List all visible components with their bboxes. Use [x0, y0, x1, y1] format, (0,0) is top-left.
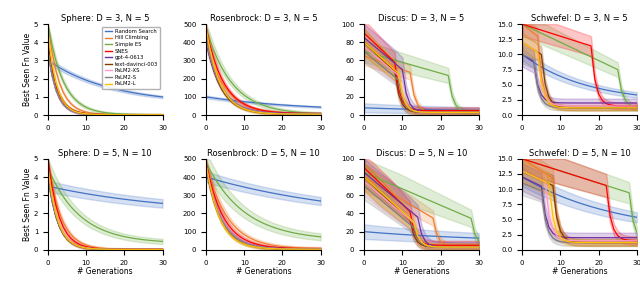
Title: Schwefel: D = 3, N = 5: Schwefel: D = 3, N = 5 [531, 14, 628, 23]
X-axis label: # Generations: # Generations [394, 267, 449, 276]
X-axis label: # Generations: # Generations [552, 267, 607, 276]
Title: Rosenbrock: D = 5, N = 10: Rosenbrock: D = 5, N = 10 [207, 149, 320, 158]
Legend: Random Search, Hill Climbing, Simple ES, SNES, gpt-4-0613, text-davinci-003, PaL: Random Search, Hill Climbing, Simple ES,… [102, 27, 160, 88]
Title: Sphere: D = 5, N = 10: Sphere: D = 5, N = 10 [58, 149, 152, 158]
Y-axis label: Best Seen Fn Value: Best Seen Fn Value [24, 168, 33, 241]
X-axis label: # Generations: # Generations [77, 267, 133, 276]
Title: Sphere: D = 3, N = 5: Sphere: D = 3, N = 5 [61, 14, 150, 23]
Title: Discus: D = 3, N = 5: Discus: D = 3, N = 5 [378, 14, 465, 23]
Y-axis label: Best Seen Fn Value: Best Seen Fn Value [24, 33, 33, 106]
Title: Rosenbrock: D = 3, N = 5: Rosenbrock: D = 3, N = 5 [209, 14, 317, 23]
Title: Schwefel: D = 5, N = 10: Schwefel: D = 5, N = 10 [529, 149, 630, 158]
Title: Discus: D = 5, N = 10: Discus: D = 5, N = 10 [376, 149, 467, 158]
X-axis label: # Generations: # Generations [236, 267, 291, 276]
